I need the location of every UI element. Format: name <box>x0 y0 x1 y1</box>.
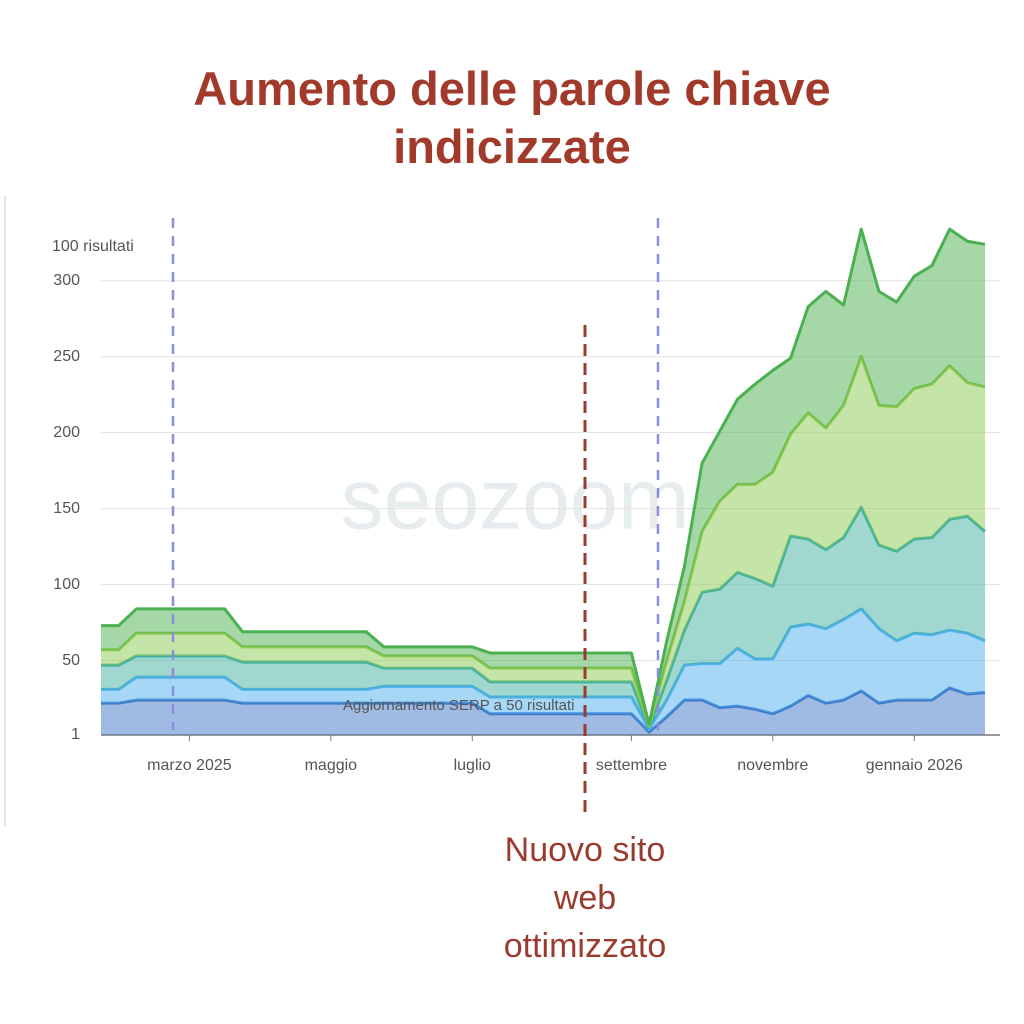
y-tick-label: 150 <box>53 500 80 517</box>
area-line <box>101 227 986 726</box>
x-tick-label: gennaio 2026 <box>866 757 963 774</box>
y-tick-label: 300 <box>53 272 80 289</box>
x-tick-label: novembre <box>737 757 808 774</box>
site-annotation: Nuovo sito web ottimizzato <box>503 831 667 965</box>
area <box>101 687 985 735</box>
y-tick-label: 1 <box>71 726 80 743</box>
watermark: seozoom <box>341 452 690 548</box>
y-axis-label: 100 risultati <box>52 238 134 255</box>
x-tick-label: luglio <box>454 757 491 774</box>
x-tick-label: marzo 2025 <box>147 757 232 774</box>
y-tick-label: 200 <box>53 424 80 441</box>
area <box>101 608 985 732</box>
x-tick-label: settembre <box>596 757 667 774</box>
chart-title: Aumento delle parole chiave indicizzate <box>193 62 831 173</box>
y-tick-label: 250 <box>53 348 80 365</box>
y-tick-label: 50 <box>62 652 80 669</box>
y-tick-label: 100 <box>53 576 80 593</box>
area <box>101 507 985 729</box>
serp-annotation: Aggiornamento SERP a 50 risultati <box>343 697 575 714</box>
x-tick-label: maggio <box>305 757 358 774</box>
